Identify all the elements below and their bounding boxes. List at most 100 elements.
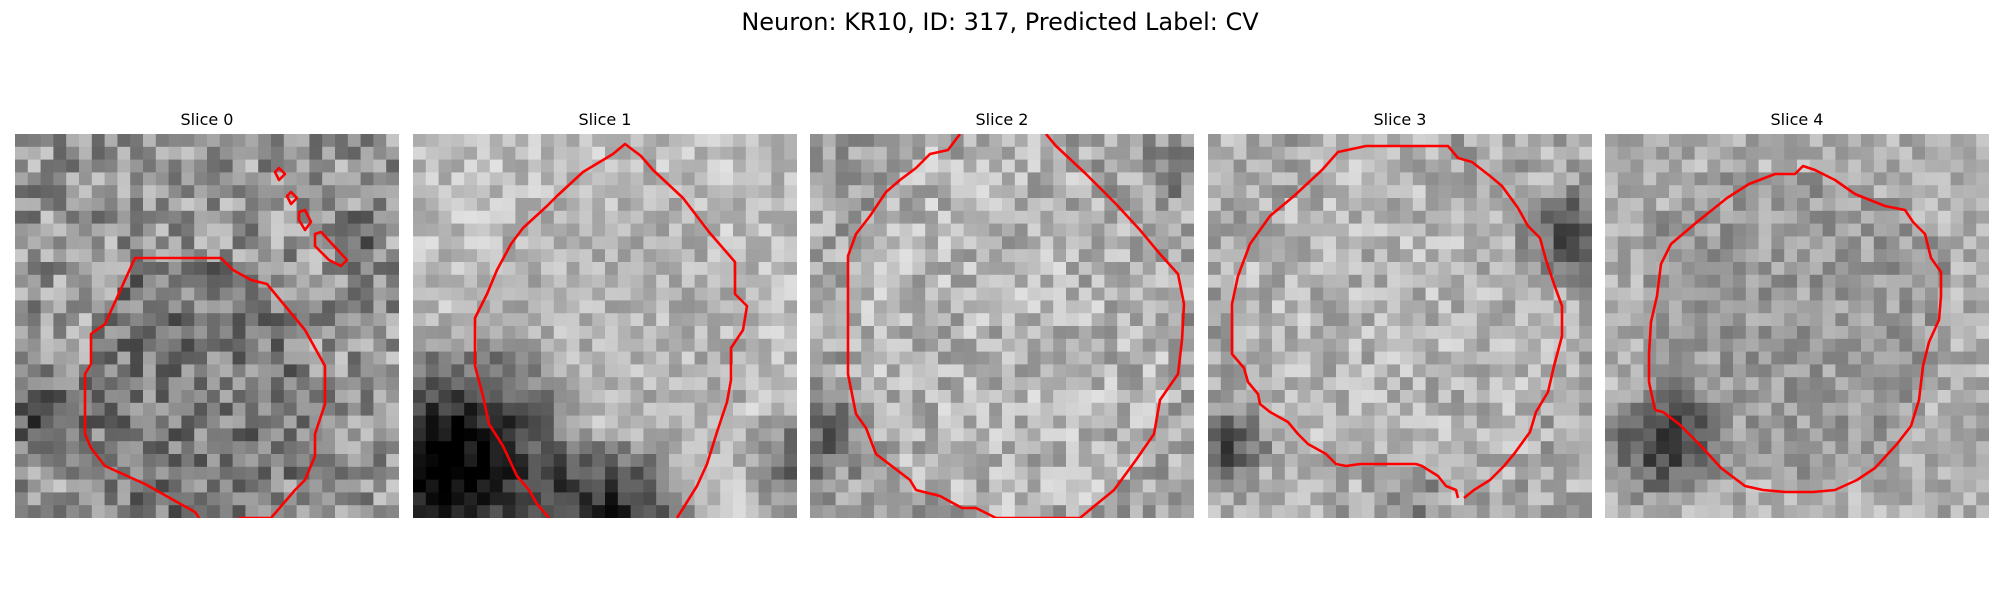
image-pixel (1078, 351, 1093, 365)
image-pixel (104, 134, 118, 148)
image-pixel (1848, 351, 1862, 365)
image-pixel (1758, 326, 1772, 340)
image-pixel (1259, 236, 1273, 250)
image-pixel (1720, 479, 1734, 493)
image-pixel (1886, 377, 1900, 391)
image-pixel (1528, 198, 1542, 212)
image-pixel (643, 338, 657, 353)
image-pixel (79, 505, 93, 518)
image-pixel (1707, 338, 1721, 353)
image-pixel (758, 313, 772, 327)
image-pixel (810, 428, 824, 442)
image-pixel (1797, 326, 1811, 340)
image-pixel (66, 377, 80, 391)
image-pixel (1784, 313, 1798, 327)
image-pixel (963, 185, 977, 199)
image-pixel (861, 313, 875, 327)
image-pixel (694, 364, 708, 378)
image-pixel (630, 390, 644, 404)
image-pixel (1104, 262, 1118, 276)
image-pixel (130, 198, 144, 212)
image-pixel (771, 338, 785, 353)
image-pixel (1142, 390, 1157, 404)
image-pixel (425, 441, 440, 455)
image-pixel (541, 146, 555, 161)
image-pixel (335, 210, 349, 225)
image-pixel (1681, 441, 1696, 455)
image-pixel (656, 146, 670, 161)
image-pixel (886, 338, 901, 353)
image-pixel (643, 479, 657, 493)
image-pixel (1745, 505, 1760, 518)
image-pixel (477, 210, 491, 225)
image-pixel (1476, 249, 1491, 263)
image-pixel (553, 159, 568, 173)
image-pixel (886, 364, 901, 378)
image-pixel (1027, 210, 1041, 225)
image-pixel (438, 402, 452, 417)
image-pixel (143, 313, 157, 327)
image-pixel (1617, 300, 1632, 314)
image-pixel (1142, 146, 1157, 161)
image-pixel (1669, 210, 1683, 225)
image-pixel (1130, 428, 1144, 442)
image-pixel (283, 326, 298, 340)
image-pixel (1387, 146, 1401, 161)
image-pixel (822, 415, 837, 429)
image-pixel (1617, 159, 1632, 173)
image-pixel (758, 146, 772, 161)
image-pixel (1412, 428, 1427, 442)
image-pixel (1835, 236, 1849, 250)
image-pixel (1579, 249, 1592, 263)
image-pixel (1208, 402, 1222, 417)
image-pixel (810, 313, 824, 327)
image-pixel (745, 326, 760, 340)
image-pixel (79, 146, 93, 161)
image-pixel (1733, 300, 1747, 314)
image-pixel (938, 415, 952, 429)
image-pixel (669, 428, 683, 442)
image-pixel (528, 390, 542, 404)
image-pixel (296, 338, 310, 353)
image-pixel (1630, 146, 1644, 161)
image-pixel (950, 402, 965, 417)
image-pixel (1181, 249, 1194, 263)
image-pixel (1553, 159, 1567, 173)
image-pixel (950, 198, 965, 212)
image-pixel (566, 236, 580, 250)
image-pixel (1963, 185, 1977, 199)
image-pixel (1476, 377, 1491, 391)
image-pixel (938, 134, 952, 148)
image-pixel (15, 338, 29, 353)
image-pixel (861, 390, 875, 404)
image-pixel (1066, 428, 1080, 442)
panel-slice-4: Slice 4 (1605, 108, 1989, 518)
image-pixel (1208, 441, 1222, 455)
image-pixel (1117, 249, 1131, 263)
image-pixel (489, 185, 504, 199)
image-pixel (1822, 313, 1836, 327)
image-pixel (1528, 466, 1542, 481)
image-pixel (515, 326, 529, 340)
image-pixel (502, 236, 516, 250)
image-pixel (553, 326, 568, 340)
image-pixel (477, 185, 491, 199)
image-pixel (413, 159, 427, 173)
image-pixel (1284, 159, 1299, 173)
image-pixel (438, 249, 452, 263)
image-pixel (271, 326, 285, 340)
image-pixel (899, 351, 913, 365)
image-pixel (181, 428, 195, 442)
image-pixel (1528, 185, 1542, 199)
image-pixel (566, 146, 580, 161)
image-pixel (1451, 172, 1465, 186)
image-pixel (1438, 134, 1452, 148)
image-pixel (758, 364, 772, 378)
image-pixel (373, 351, 387, 365)
image-pixel (1155, 236, 1169, 250)
image-pixel (1873, 146, 1888, 161)
image-pixel (1348, 377, 1363, 391)
image-pixel (886, 223, 901, 237)
image-pixel (1297, 223, 1311, 237)
image-pixel (733, 454, 747, 468)
